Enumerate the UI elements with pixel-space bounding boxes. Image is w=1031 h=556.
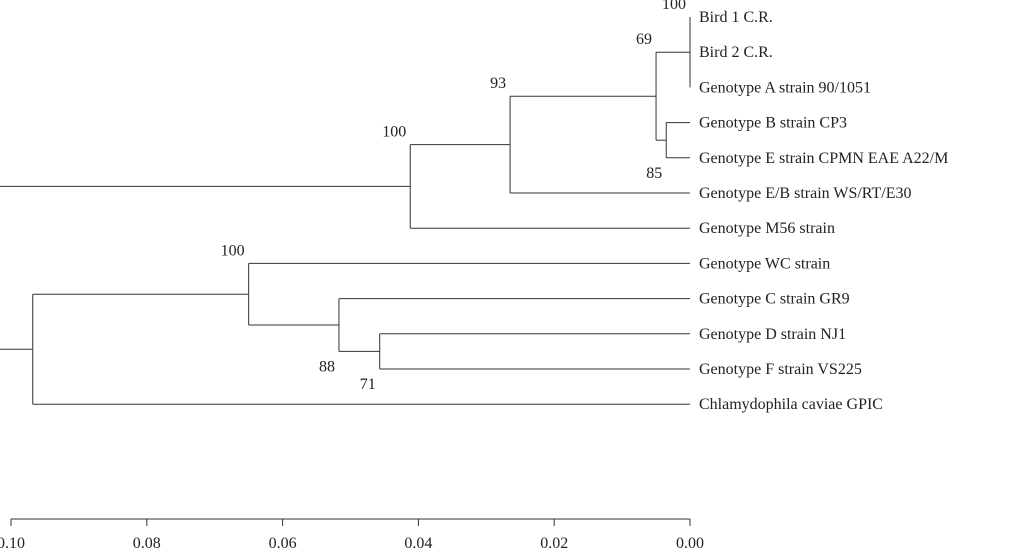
leaf-label: Genotype F strain VS225	[699, 361, 862, 378]
leaf-label: Genotype E strain CPMN EAE A22/M	[699, 150, 948, 167]
leaf-label: Genotype B strain CP3	[699, 115, 847, 132]
bootstrap-value: 69	[636, 31, 652, 48]
leaf-label: Genotype C strain GR9	[699, 291, 850, 308]
axis-tick-label: 0.08	[133, 535, 161, 552]
axis-tick-label: 0.06	[269, 535, 297, 552]
bootstrap-value: 71	[360, 376, 376, 393]
bootstrap-value: 88	[319, 358, 335, 375]
leaf-label: Genotype E/B strain WS/RT/E30	[699, 185, 912, 202]
leaf-label: Genotype M56 strain	[699, 220, 835, 237]
distance-axis: 0.10 0.08 0.06 0.04 0.02 0.00	[0, 518, 704, 552]
axis-tick-label: 0.02	[540, 535, 568, 552]
bootstrap-value: 100	[382, 124, 406, 141]
tree-branches	[0, 17, 691, 405]
leaf-label: Chlamydophila caviae GPIC	[699, 396, 883, 413]
axis-tick-label: 0.00	[676, 535, 704, 552]
bootstrap-value: 85	[646, 165, 662, 182]
leaf-label: Bird 1 C.R.	[699, 9, 773, 26]
axis-tick-label: 0.04	[404, 535, 432, 552]
leaf-label: Genotype D strain NJ1	[699, 326, 846, 343]
leaf-label: Bird 2 C.R.	[699, 44, 773, 61]
axis-tick-label: 0.10	[0, 535, 25, 552]
bootstrap-value: 100	[662, 0, 686, 13]
bootstrap-value: 100	[221, 242, 245, 259]
bootstrap-value: 93	[490, 75, 506, 92]
leaf-label: Genotype A strain 90/1051	[699, 79, 871, 96]
leaf-labels: Bird 1 C.R. Bird 2 C.R. Genotype A strain …	[699, 9, 948, 413]
leaf-label: Genotype WC strain	[699, 255, 830, 272]
bootstrap-labels: 100 85 69 93 100 71 88 100	[221, 0, 686, 393]
